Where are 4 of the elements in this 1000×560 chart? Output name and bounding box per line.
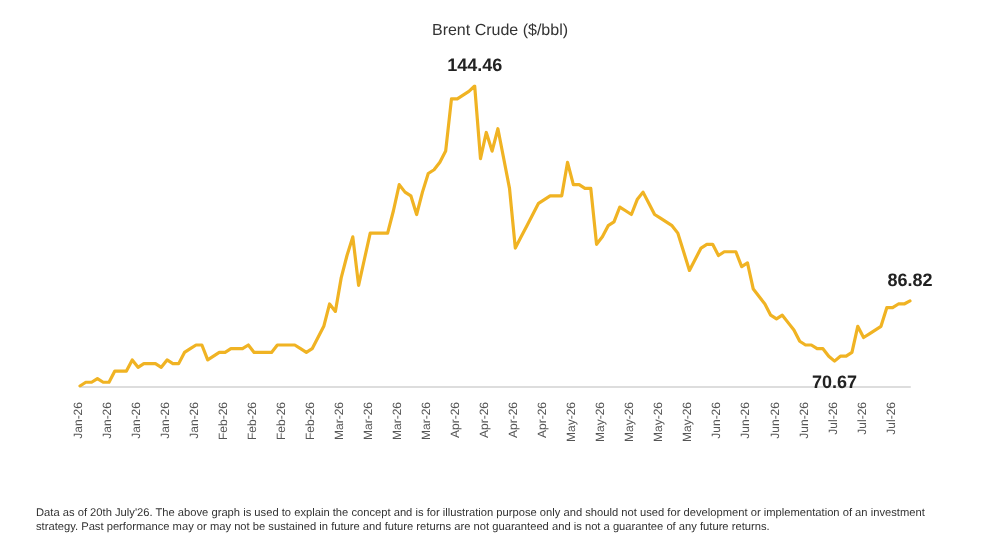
chart-title: Brent Crude ($/bbl) [431,21,569,39]
data-label: 70.67 [812,372,858,393]
data-label: 86.82 [887,269,933,290]
data-label: 144.46 [447,55,503,75]
